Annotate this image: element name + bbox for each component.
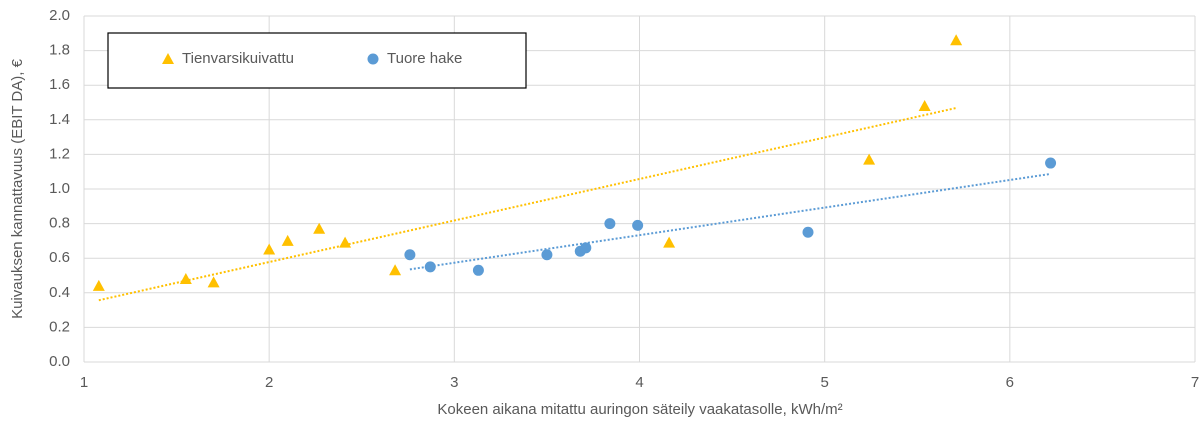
y-tick-label: 1.6 (49, 76, 70, 93)
data-point (918, 99, 931, 111)
legend-label: Tuore hake (387, 50, 462, 67)
y-tick-label: 1.2 (49, 145, 70, 162)
x-tick-label: 7 (1191, 374, 1199, 391)
data-point (339, 236, 352, 248)
data-point (404, 249, 416, 261)
data-point (580, 242, 592, 254)
data-point (541, 249, 553, 261)
trendline (409, 172, 1051, 271)
x-tick-label: 1 (80, 374, 88, 391)
trendline (98, 107, 957, 302)
y-tick-label: 1.4 (49, 111, 70, 128)
y-tick-label: 0.6 (49, 249, 70, 266)
data-point (424, 261, 436, 273)
data-point (632, 219, 644, 231)
x-tick-label: 6 (1006, 374, 1014, 391)
legend-box (107, 32, 527, 89)
data-point (663, 236, 676, 248)
legend-label: Tienvarsikuivattu (182, 50, 294, 67)
y-tick-label: 0.4 (49, 284, 70, 301)
y-tick-label: 0.2 (49, 318, 70, 335)
x-tick-label: 5 (820, 374, 828, 391)
y-tick-label: 1.8 (49, 42, 70, 59)
x-axis-label: Kokeen aikana mitattu auringon säteily v… (437, 401, 842, 418)
data-point (313, 222, 326, 234)
legend-marker (162, 53, 174, 64)
data-point (863, 153, 876, 165)
y-tick-label: 1.0 (49, 180, 70, 197)
data-point (92, 279, 105, 291)
data-point (1045, 157, 1057, 169)
data-point (207, 276, 220, 288)
data-point (179, 272, 192, 284)
x-tick-label: 3 (450, 374, 458, 391)
legend-marker (367, 53, 379, 65)
y-tick-label: 2.0 (49, 7, 70, 24)
data-point (263, 243, 276, 255)
y-axis-label: Kuivauksen kannattavuus (EBIT DA), € (9, 58, 26, 319)
x-tick-label: 2 (265, 374, 273, 391)
data-point (472, 264, 484, 276)
data-point (281, 234, 294, 246)
y-tick-label: 0.8 (49, 215, 70, 232)
y-tick-label: 0.0 (49, 353, 70, 370)
data-point (389, 264, 402, 276)
data-point (950, 34, 963, 46)
x-tick-label: 4 (635, 374, 643, 391)
data-point (802, 226, 814, 238)
data-point (604, 218, 616, 230)
